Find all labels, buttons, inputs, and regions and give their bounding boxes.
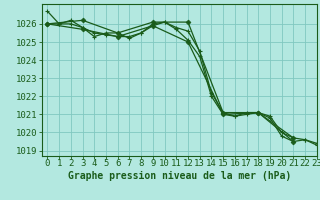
X-axis label: Graphe pression niveau de la mer (hPa): Graphe pression niveau de la mer (hPa): [68, 171, 291, 181]
